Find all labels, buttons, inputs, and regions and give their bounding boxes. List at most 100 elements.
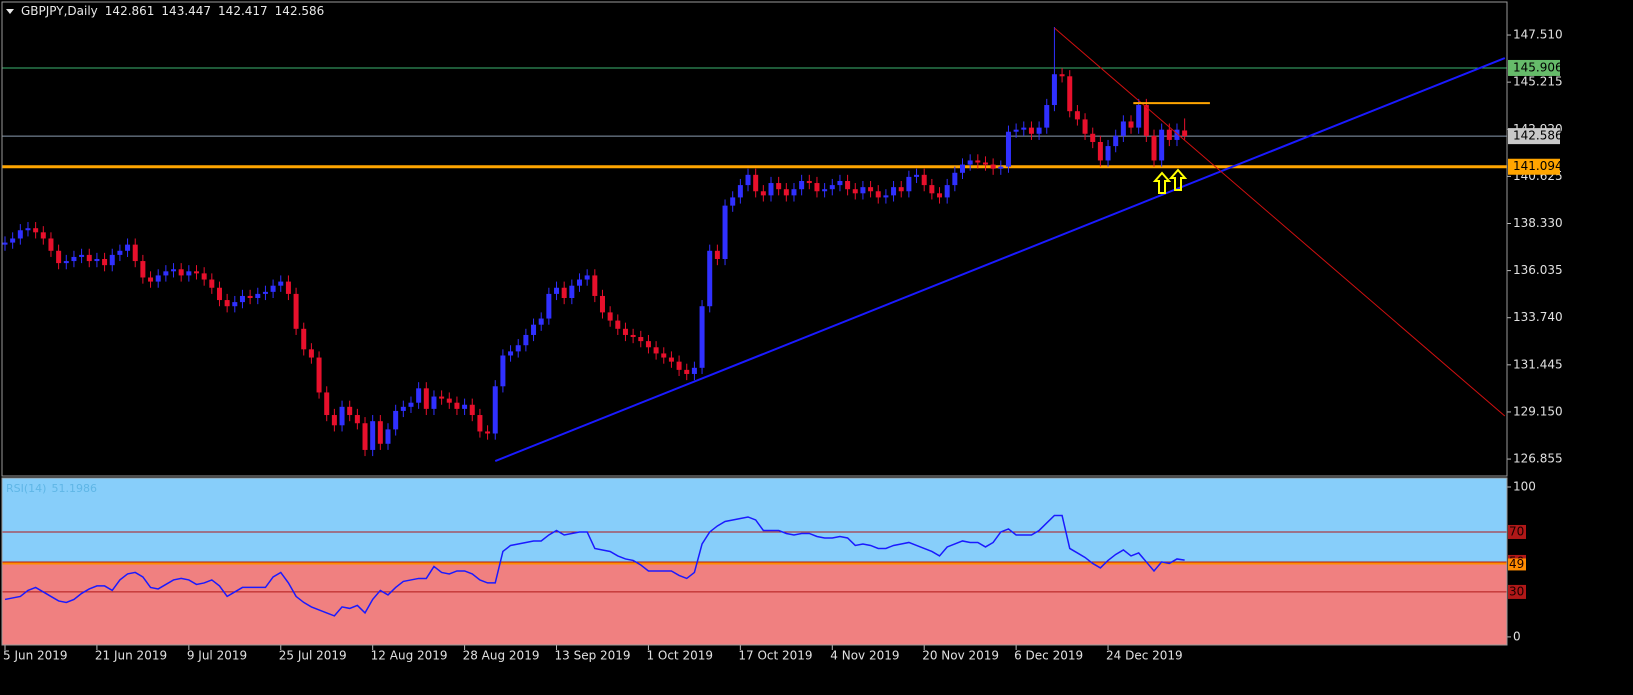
candle-body	[446, 398, 452, 403]
x-tick-label: 24 Dec 2019	[1106, 649, 1183, 663]
y-tick-label: 147.510	[1513, 28, 1563, 42]
candle-body	[194, 271, 199, 274]
candle-body	[270, 285, 276, 292]
candle-body	[492, 386, 498, 434]
high-value: 143.447	[161, 4, 212, 18]
x-tick-label: 17 Oct 2019	[738, 649, 812, 663]
candle-body	[462, 404, 468, 409]
candle-body	[40, 232, 46, 239]
y-tick-label: 126.855	[1513, 452, 1563, 466]
signal-arrow	[1152, 171, 1172, 194]
x-tick-label: 21 Jun 2019	[95, 649, 167, 663]
rsi-level-box	[1508, 584, 1526, 599]
candle-body	[599, 295, 605, 313]
y-tick-label: 145.215	[1513, 75, 1563, 89]
candle-body	[339, 406, 345, 426]
y-tick-label: 129.150	[1513, 404, 1563, 418]
candle-body	[1059, 74, 1065, 77]
candle-body	[661, 353, 667, 358]
candle-body	[1051, 74, 1057, 106]
candle-body	[546, 293, 552, 319]
candle-body	[500, 355, 506, 387]
candle-body	[1105, 146, 1111, 161]
candle-body	[140, 261, 146, 278]
price-label: 141.094	[1513, 159, 1563, 173]
candle-body	[1013, 129, 1019, 132]
candle-body	[952, 172, 958, 186]
candle-body	[691, 367, 697, 374]
candle-body	[768, 183, 774, 196]
candle-body	[569, 285, 575, 299]
candle-body	[615, 320, 621, 329]
candle-body	[745, 174, 751, 186]
candle-body	[776, 183, 782, 190]
candle-body	[1182, 130, 1188, 137]
candle-body	[554, 287, 560, 294]
candle-body	[316, 357, 322, 393]
candle-body	[71, 256, 77, 262]
candle-body	[622, 328, 628, 335]
candle-body	[508, 351, 514, 356]
candle-body	[1113, 135, 1119, 147]
candle-body	[301, 328, 307, 350]
rsi-plot	[2, 514, 1507, 617]
candle-body	[891, 187, 897, 196]
rsi-name: RSI(14)	[6, 482, 47, 495]
rsi-header: RSI(14) 51.1986	[6, 482, 97, 495]
candle-body	[806, 180, 812, 184]
y-tick-label: 131.445	[1513, 357, 1563, 371]
dropdown-icon	[6, 8, 14, 14]
candle-body	[347, 406, 353, 416]
candle-body	[929, 185, 935, 194]
candle-body	[186, 271, 192, 276]
candle-body	[584, 275, 590, 280]
candle-body	[1128, 121, 1134, 128]
rsi-y-tick-label: 100	[1513, 479, 1536, 493]
candle-body	[354, 415, 360, 424]
candle-body	[148, 277, 154, 282]
candle-body	[125, 244, 131, 251]
rsi-level-box	[1508, 524, 1526, 539]
candle-body	[416, 388, 422, 403]
open-value: 142.861	[104, 4, 155, 18]
candle-body	[247, 295, 253, 299]
price-plot	[2, 27, 1507, 462]
candle-body	[439, 396, 445, 399]
candle-body	[1021, 127, 1027, 130]
candle-body	[860, 187, 866, 194]
close-value: 142.586	[274, 4, 325, 18]
x-tick-label: 9 Jul 2019	[187, 649, 247, 663]
candle-body	[883, 195, 889, 198]
candle-body	[1159, 129, 1165, 161]
bid-label-box	[1508, 128, 1560, 145]
candle-body	[171, 269, 177, 272]
candle-body	[1074, 111, 1080, 120]
candle-body	[94, 259, 100, 262]
candle-body	[561, 287, 567, 299]
candle-body	[86, 254, 92, 262]
candle-body	[56, 250, 62, 264]
candle-body	[653, 347, 659, 354]
candle-body	[201, 273, 207, 280]
candle-body	[523, 334, 529, 346]
candle-body	[914, 174, 920, 177]
candle-body	[469, 404, 475, 416]
candle-body	[538, 318, 544, 325]
candle-body	[10, 238, 16, 243]
candle-body	[577, 279, 582, 286]
x-tick-label: 1 Oct 2019	[646, 649, 713, 663]
candle-body	[155, 275, 161, 282]
candle-body	[2, 242, 8, 245]
candle-body	[239, 295, 245, 303]
candle-body	[262, 291, 268, 294]
candle-body	[362, 423, 368, 450]
trendline	[1054, 27, 1506, 417]
candle-body	[1044, 105, 1050, 128]
candle-body	[1090, 133, 1096, 142]
candle-body	[937, 193, 943, 198]
candle-body	[722, 205, 728, 260]
candle-body	[845, 180, 851, 190]
candle-body	[117, 250, 123, 255]
candle-body	[454, 402, 460, 409]
